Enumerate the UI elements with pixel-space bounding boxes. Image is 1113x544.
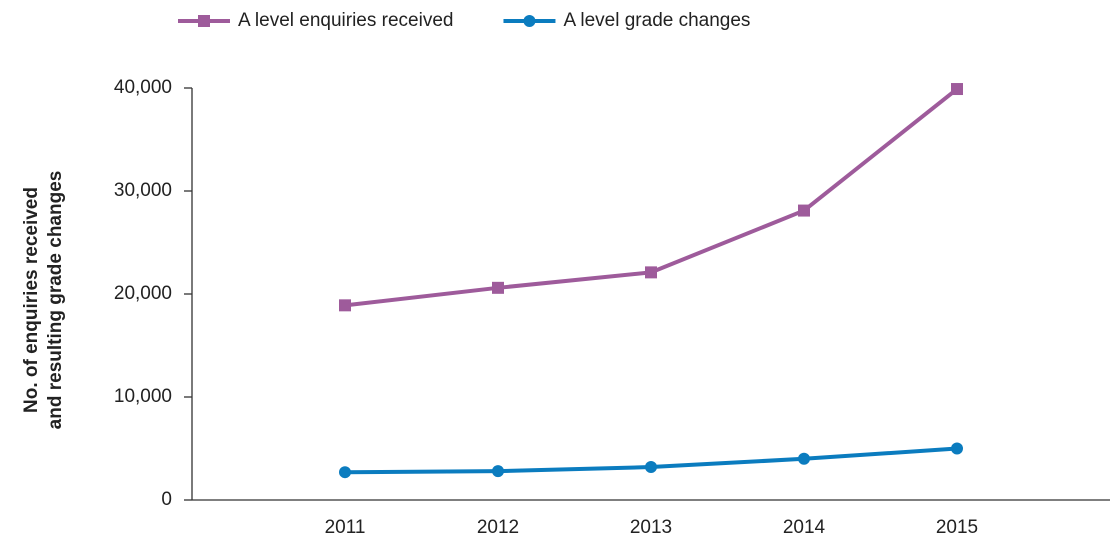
marker (645, 266, 657, 279)
x-tick-label: 2011 (325, 517, 366, 538)
x-tick-label: 2012 (477, 517, 519, 538)
y-tick-label: 40,000 (114, 77, 172, 98)
y-axis-title-line: No. of enquiries received (21, 187, 42, 413)
x-tick-label: 2013 (630, 517, 672, 538)
x-tick-label: 2014 (783, 517, 826, 538)
marker (523, 15, 536, 27)
marker (951, 83, 963, 96)
legend-item: A level grade changes (503, 10, 750, 31)
marker (492, 281, 504, 294)
marker (798, 204, 810, 217)
y-axis-title: No. of enquiries received and resulting … (21, 171, 66, 430)
marker (645, 461, 657, 474)
legend-label: A level enquiries received (238, 10, 453, 31)
x-tick-label: 2015 (936, 517, 978, 538)
y-tick-label: 30,000 (114, 180, 172, 201)
marker (951, 442, 963, 455)
y-tick-label: 20,000 (114, 283, 172, 304)
legend-label: A level grade changes (563, 10, 750, 31)
y-tick-label: 10,000 (114, 386, 172, 407)
y-axis-title-line: and resulting grade changes (45, 171, 66, 430)
marker (339, 466, 351, 479)
marker (198, 15, 210, 27)
marker (339, 299, 351, 312)
y-tick-label: 0 (161, 489, 172, 510)
marker (798, 452, 810, 465)
legend-item: A level enquiries received (178, 10, 453, 31)
marker (492, 465, 504, 478)
